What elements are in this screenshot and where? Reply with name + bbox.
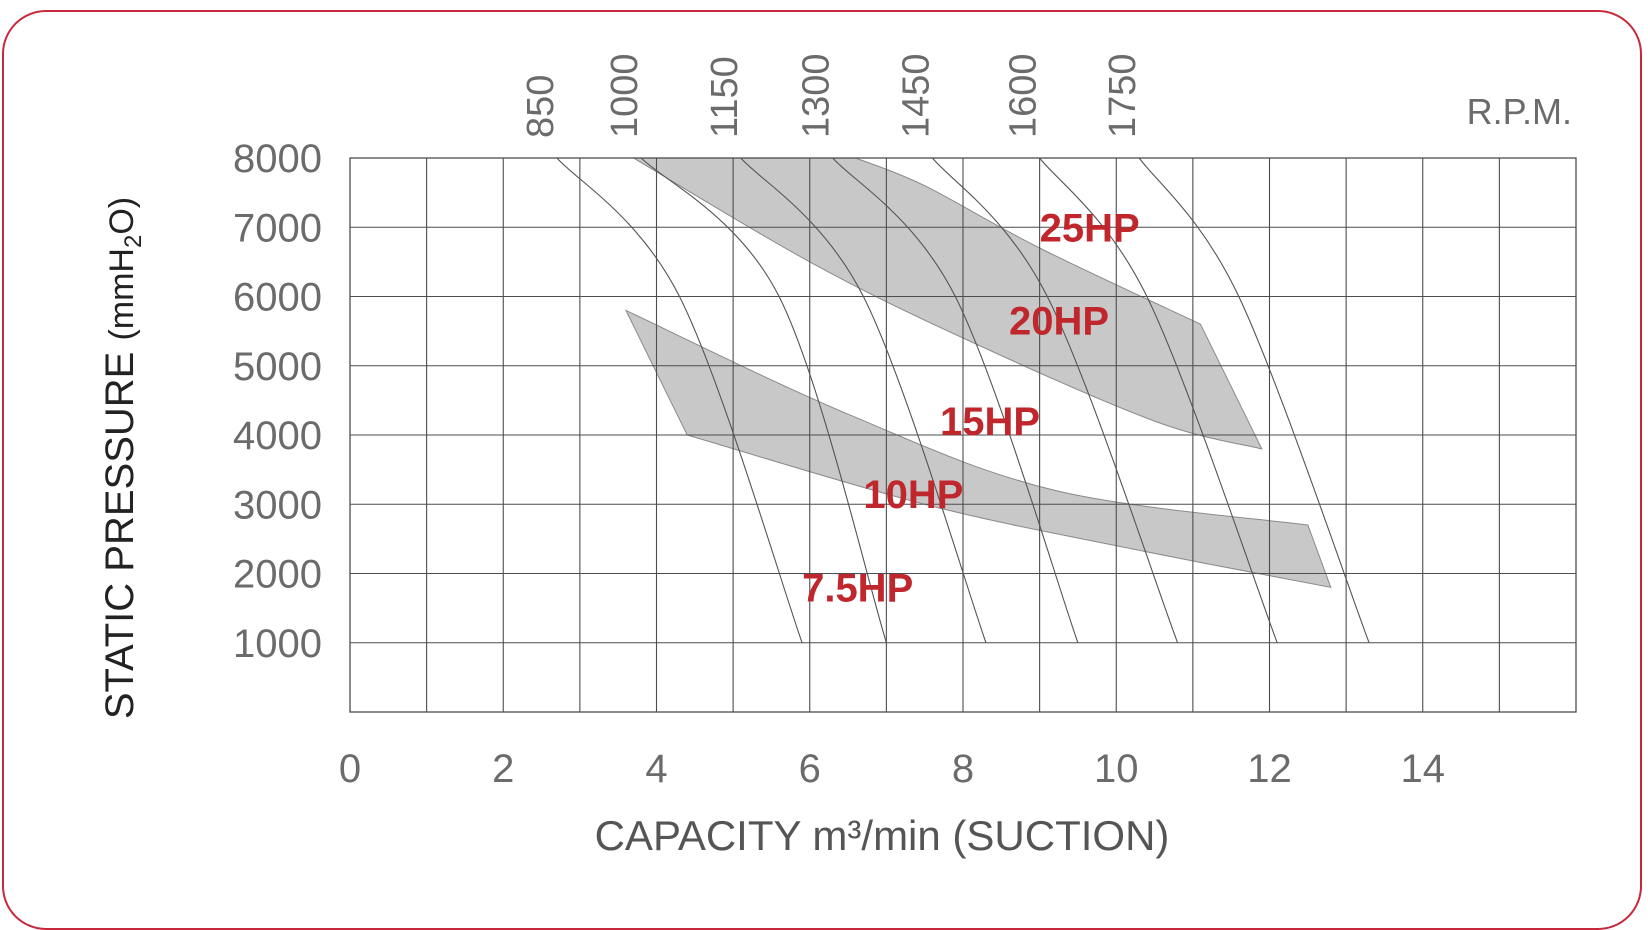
x-axis-title: CAPACITY m³/min (SUCTION) xyxy=(595,812,1170,859)
rpm-label: 1600 xyxy=(1003,53,1045,138)
power-bands xyxy=(624,157,1332,589)
y-axis-title-subscript: 2 xyxy=(120,235,147,248)
x-tick-label: 10 xyxy=(1094,747,1139,791)
hp-label: 7.5HP xyxy=(802,566,913,610)
rpm-label: 1150 xyxy=(704,56,746,138)
x-tick-labels: 0 2 4 6 8 10 12 14 xyxy=(339,747,1445,791)
y-tick-label: 6000 xyxy=(233,276,322,320)
x-tick-label: 0 xyxy=(339,747,361,791)
y-tick-label: 3000 xyxy=(233,483,322,527)
x-tick-label: 4 xyxy=(645,747,667,791)
hp-label: 20HP xyxy=(1009,300,1109,344)
rpm-curve-1450 xyxy=(931,157,1179,643)
rpm-label: 1750 xyxy=(1102,53,1144,138)
y-axis-title-main: STATIC PRESSURE xyxy=(98,341,142,720)
y-tick-label: 1000 xyxy=(233,622,322,666)
rpm-tick-labels: 850 1000 1150 1300 1450 1600 1750 xyxy=(520,53,1144,138)
rpm-axis-title: R.P.M. xyxy=(1467,91,1572,132)
y-axis-title-unit: (mmH xyxy=(103,248,141,341)
x-tick-label: 8 xyxy=(952,747,974,791)
rpm-curve-1600 xyxy=(1039,157,1278,643)
rpm-curve-1150 xyxy=(740,157,987,643)
grid xyxy=(350,158,1576,712)
rpm-curve-1750 xyxy=(1138,157,1370,643)
y-axis-title: STATIC PRESSURE (mmH2O) xyxy=(98,197,147,719)
rpm-label: 1300 xyxy=(796,53,838,138)
x-tick-label: 12 xyxy=(1247,747,1292,791)
rpm-curve-1300 xyxy=(832,157,1079,643)
chart: 850 1000 1150 1300 1450 1600 1750 0 2 4 6 8 10 12 14 … xyxy=(98,53,1577,859)
hp-label: 25HP xyxy=(1040,206,1140,250)
y-tick-label: 2000 xyxy=(233,553,322,597)
rpm-label: 1450 xyxy=(895,53,937,138)
y-tick-label: 4000 xyxy=(233,414,322,458)
y-tick-label: 5000 xyxy=(233,345,322,389)
x-tick-label: 14 xyxy=(1401,747,1446,791)
band-lower xyxy=(624,309,1332,589)
y-tick-label: 7000 xyxy=(233,206,322,250)
hp-label: 10HP xyxy=(863,473,963,517)
hp-label: 15HP xyxy=(940,400,1040,444)
x-tick-label: 6 xyxy=(799,747,821,791)
rpm-curve-850 xyxy=(556,157,803,643)
y-tick-label: 8000 xyxy=(233,137,322,181)
rpm-label: 1000 xyxy=(604,53,646,138)
y-tick-labels: 1000 2000 3000 4000 5000 6000 7000 8000 xyxy=(233,137,322,666)
y-axis-title-end: O) xyxy=(103,197,141,235)
x-tick-label: 2 xyxy=(492,747,514,791)
plot-area-border xyxy=(349,157,1577,713)
rpm-curves xyxy=(556,157,1370,643)
hp-labels: 25HP 20HP 15HP 10HP 7.5HP xyxy=(802,206,1140,610)
rpm-curve-1000 xyxy=(640,157,887,643)
rpm-label: 850 xyxy=(520,75,562,138)
